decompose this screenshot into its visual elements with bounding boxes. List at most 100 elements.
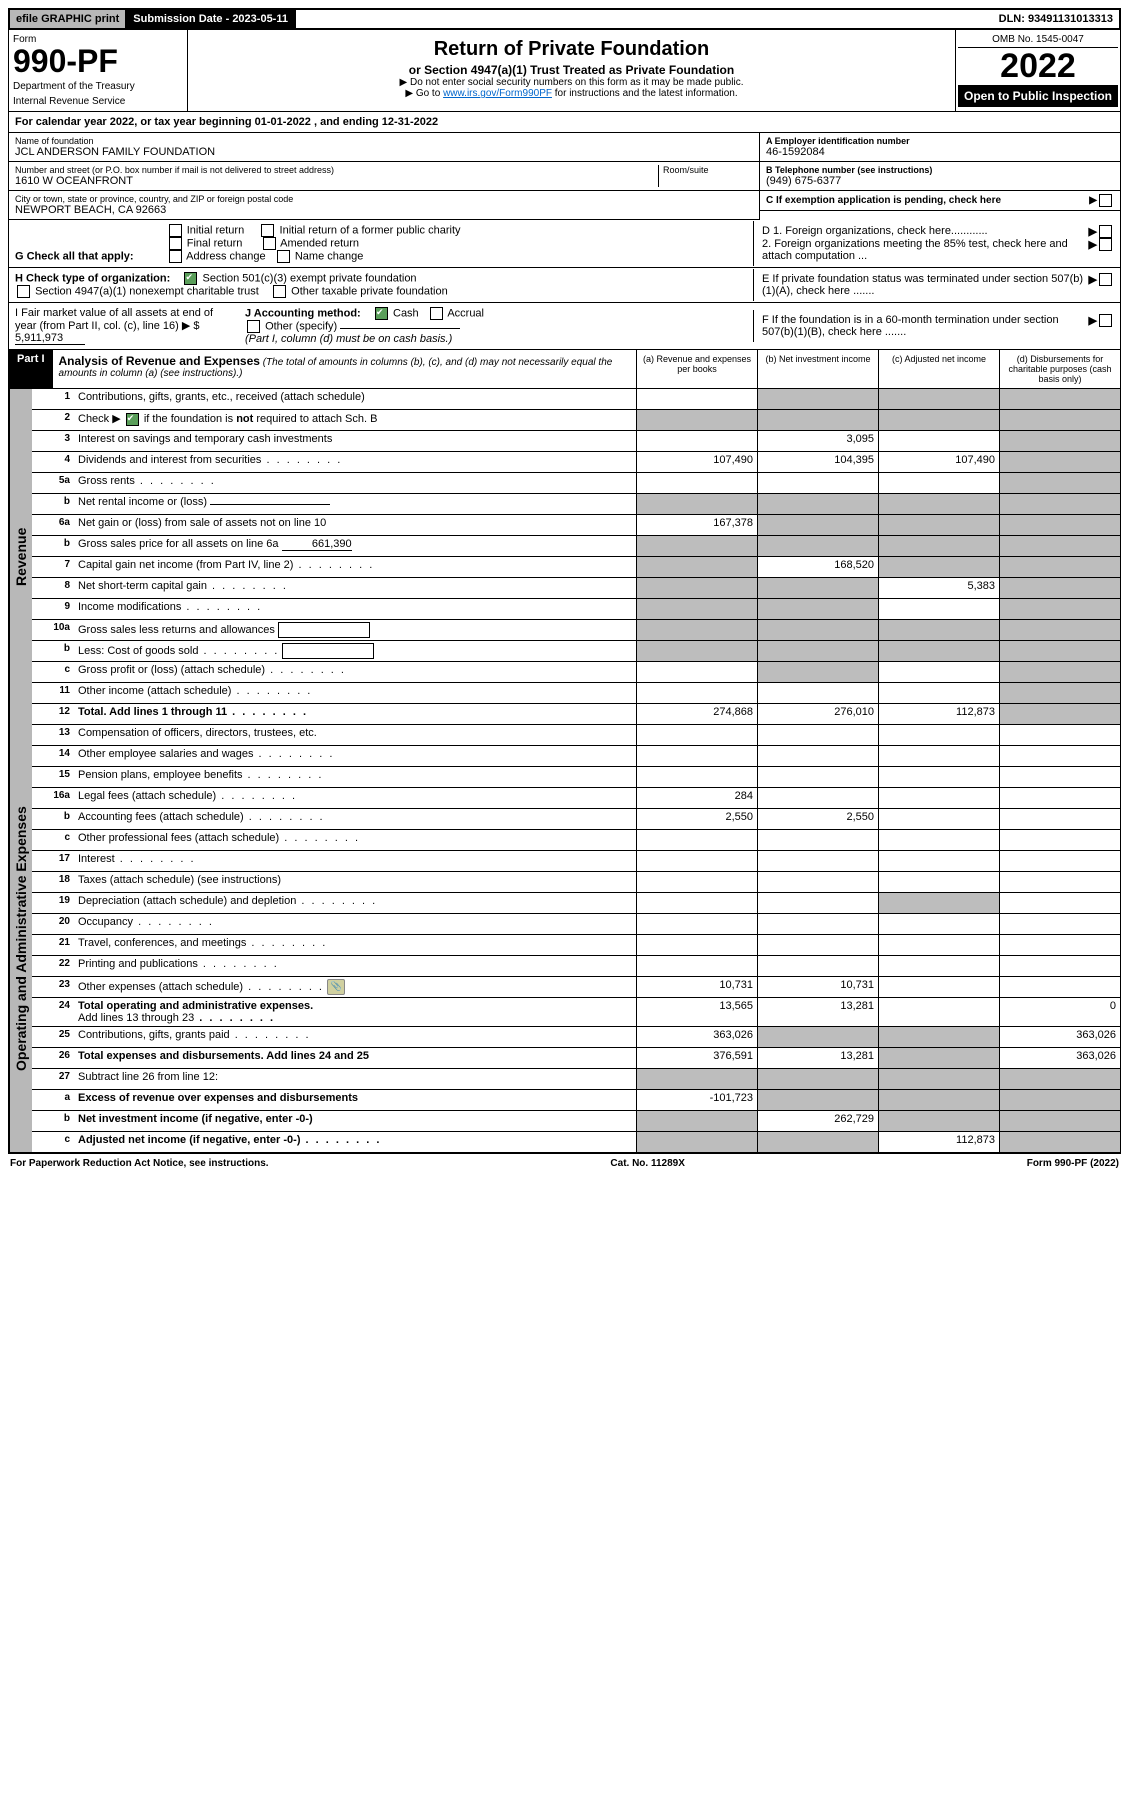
note-goto-pre: ▶ Go to — [405, 88, 443, 99]
dept-treasury: Department of the Treasury — [13, 81, 183, 92]
line-22: Printing and publications — [74, 956, 636, 976]
line-16b: Accounting fees (attach schedule) — [74, 809, 636, 829]
irs-label: Internal Revenue Service — [13, 96, 183, 107]
initial-return-checkbox[interactable] — [169, 224, 182, 237]
col-b-head: (b) Net investment income — [757, 350, 878, 388]
line-27: Subtract line 26 from line 12: — [74, 1069, 636, 1089]
page-footer: For Paperwork Reduction Act Notice, see … — [8, 1154, 1121, 1173]
identification-block: Name of foundation JCL ANDERSON FAMILY F… — [8, 133, 1121, 220]
line-19: Depreciation (attach schedule) and deple… — [74, 893, 636, 913]
fmv-value: 5,911,973 — [15, 332, 85, 345]
other-taxable-checkbox[interactable] — [273, 285, 286, 298]
final-return-checkbox[interactable] — [169, 237, 182, 250]
line-15: Pension plans, employee benefits — [74, 767, 636, 787]
form-subtitle: or Section 4947(a)(1) Trust Treated as P… — [194, 63, 949, 77]
501c3-checkbox[interactable] — [184, 272, 197, 285]
arrow-icon: ▶ — [1089, 195, 1097, 206]
section-h-e: H Check type of organization: Section 50… — [8, 268, 1121, 303]
street-address: 1610 W OCEANFRONT — [15, 175, 658, 187]
i-label: I Fair market value of all assets at end… — [15, 307, 213, 332]
4947a1-checkbox[interactable] — [17, 285, 30, 298]
d1-label: D 1. Foreign organizations, check here..… — [762, 225, 1089, 238]
exemption-pending-label: C If exemption application is pending, c… — [766, 195, 1089, 206]
j2-label: Accrual — [447, 307, 484, 319]
line-8: Net short-term capital gain — [74, 578, 636, 598]
schb-checkbox[interactable] — [126, 413, 139, 426]
line-16c: Other professional fees (attach schedule… — [74, 830, 636, 850]
addr-label: Number and street (or P.O. box number if… — [15, 165, 658, 175]
amended-return-checkbox[interactable] — [263, 237, 276, 250]
city-state-zip: NEWPORT BEACH, CA 92663 — [15, 204, 753, 216]
g6-label: Name change — [295, 250, 364, 262]
line-4: Dividends and interest from securities — [74, 452, 636, 472]
name-label: Name of foundation — [15, 136, 753, 146]
line-23: Other expenses (attach schedule) 📎 — [74, 977, 636, 997]
e-checkbox[interactable] — [1099, 273, 1112, 286]
accrual-checkbox[interactable] — [430, 307, 443, 320]
line-18: Taxes (attach schedule) (see instruction… — [74, 872, 636, 892]
line-25: Contributions, gifts, grants paid — [74, 1027, 636, 1047]
city-label: City or town, state or province, country… — [15, 194, 753, 204]
calendar-year-line: For calendar year 2022, or tax year begi… — [8, 112, 1121, 133]
schedule-icon[interactable]: 📎 — [327, 979, 345, 995]
open-to-public: Open to Public Inspection — [958, 85, 1118, 107]
d2-checkbox[interactable] — [1099, 238, 1112, 251]
ein-value: 46-1592084 — [766, 146, 1114, 158]
line-13: Compensation of officers, directors, tru… — [74, 725, 636, 745]
line-27b: Net investment income (if negative, ente… — [74, 1111, 636, 1131]
line-16a: Legal fees (attach schedule) — [74, 788, 636, 808]
efile-print-button[interactable]: efile GRAPHIC print — [10, 10, 127, 28]
line-6b: Gross sales price for all assets on line… — [74, 536, 636, 556]
f-checkbox[interactable] — [1099, 314, 1112, 327]
name-change-checkbox[interactable] — [277, 250, 290, 263]
g3-label: Final return — [187, 237, 243, 249]
other-method-checkbox[interactable] — [247, 320, 260, 333]
col-c-head: (c) Adjusted net income — [878, 350, 999, 388]
line-10a: Gross sales less returns and allowances — [74, 620, 636, 640]
h3-label: Other taxable private foundation — [291, 285, 448, 297]
phone-label: B Telephone number (see instructions) — [766, 165, 1114, 175]
address-change-checkbox[interactable] — [169, 250, 182, 263]
line-11: Other income (attach schedule) — [74, 683, 636, 703]
line-10c: Gross profit or (loss) (attach schedule) — [74, 662, 636, 682]
line-17: Interest — [74, 851, 636, 871]
foundation-name: JCL ANDERSON FAMILY FOUNDATION — [15, 146, 753, 158]
part1-title: Analysis of Revenue and Expenses — [59, 354, 260, 368]
expenses-side-label: Operating and Administrative Expenses — [9, 725, 32, 1152]
g4-label: Amended return — [280, 237, 359, 249]
line-26: Total expenses and disbursements. Add li… — [74, 1048, 636, 1068]
expenses-section: Operating and Administrative Expenses 13… — [8, 725, 1121, 1154]
line-2: Check ▶ if the foundation is not require… — [74, 410, 636, 430]
revenue-side-label: Revenue — [9, 389, 32, 725]
form-number: 990-PF — [13, 45, 183, 77]
omb-number: OMB No. 1545-0047 — [958, 32, 1118, 48]
part1-header-row: Part I Analysis of Revenue and Expenses … — [8, 350, 1121, 389]
line-21: Travel, conferences, and meetings — [74, 935, 636, 955]
form990pf-link[interactable]: www.irs.gov/Form990PF — [443, 88, 552, 99]
line-5a: Gross rents — [74, 473, 636, 493]
line-5b: Net rental income or (loss) — [74, 494, 636, 514]
line-3: Interest on savings and temporary cash i… — [74, 431, 636, 451]
g5-label: Address change — [186, 250, 266, 262]
d1-checkbox[interactable] — [1099, 225, 1112, 238]
initial-former-checkbox[interactable] — [261, 224, 274, 237]
ein-label: A Employer identification number — [766, 136, 1114, 146]
j3-label: Other (specify) — [265, 320, 337, 332]
part1-label: Part I — [9, 350, 53, 388]
cash-checkbox[interactable] — [375, 307, 388, 320]
g1-label: Initial return — [187, 224, 244, 236]
line-27c: Adjusted net income (if negative, enter … — [74, 1132, 636, 1152]
section-ij-f: I Fair market value of all assets at end… — [8, 303, 1121, 350]
h1-label: Section 501(c)(3) exempt private foundat… — [203, 272, 417, 284]
line-27a: Excess of revenue over expenses and disb… — [74, 1090, 636, 1110]
h2-label: Section 4947(a)(1) nonexempt charitable … — [35, 285, 259, 297]
exemption-pending-checkbox[interactable] — [1099, 194, 1112, 207]
g-label: G Check all that apply: — [15, 250, 134, 262]
section-g-d: G Check all that apply: Initial return I… — [8, 220, 1121, 268]
e-label: E If private foundation status was termi… — [762, 273, 1089, 297]
line-6a: Net gain or (loss) from sale of assets n… — [74, 515, 636, 535]
g2-label: Initial return of a former public charit… — [280, 224, 461, 236]
footer-right: Form 990-PF (2022) — [1027, 1158, 1119, 1169]
j-note: (Part I, column (d) must be on cash basi… — [245, 333, 452, 345]
revenue-section: Revenue 1Contributions, gifts, grants, e… — [8, 389, 1121, 725]
